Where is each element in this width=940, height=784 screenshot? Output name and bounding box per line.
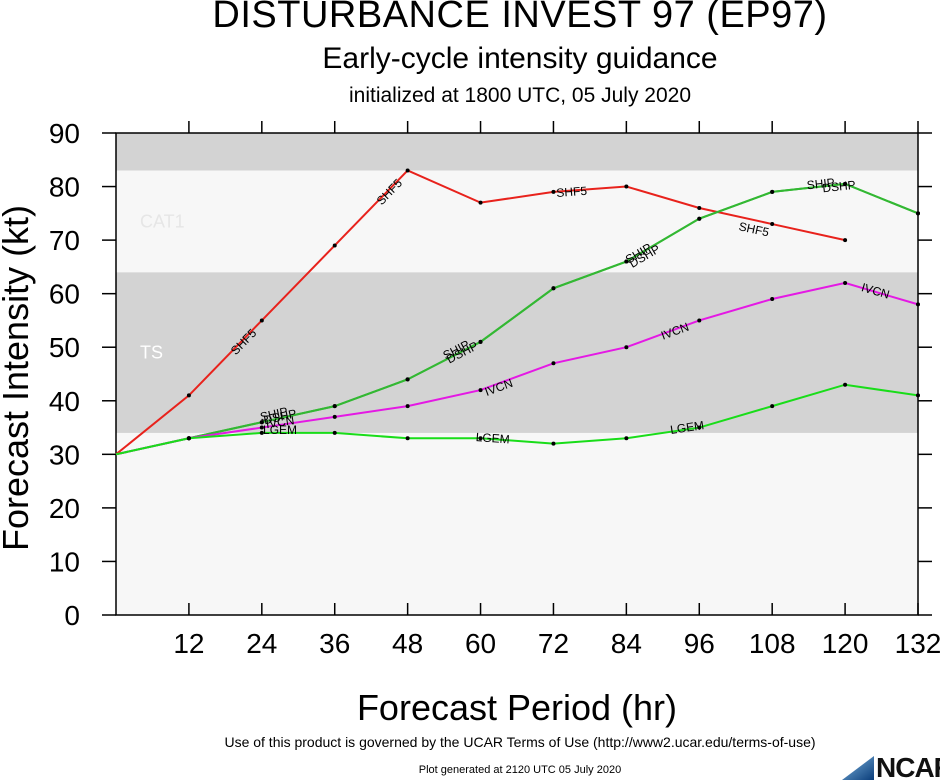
data-point-ivcn [624, 345, 629, 350]
y-axis-label: Forecast Intensity (kt) [0, 205, 36, 551]
data-point-lgem [186, 436, 191, 441]
y-tick-label: 70 [49, 225, 80, 256]
data-point-shf5 [770, 222, 775, 227]
data-point-ship [405, 377, 410, 382]
data-point-shf5 [843, 238, 848, 243]
data-point-ship [332, 404, 337, 409]
x-tick-label: 108 [749, 628, 796, 659]
y-tick-label: 10 [49, 546, 80, 577]
data-point-lgem [332, 430, 337, 435]
data-point-lgem [697, 425, 702, 430]
y-tick-label: 0 [64, 600, 80, 631]
chart-title: DISTURBANCE INVEST 97 (EP97) [212, 0, 828, 36]
band-cat2 [116, 133, 918, 171]
x-tick-label: 48 [392, 628, 423, 659]
generated-time: Plot generated at 2120 UTC 05 July 2020 [418, 764, 622, 776]
series-label-ship: SHIP [259, 404, 289, 424]
data-point-lgem [478, 436, 483, 441]
data-point-lgem [916, 393, 920, 398]
series-label-lgem: LGEM [669, 418, 705, 437]
chart-subtitle: Early-cycle intensity guidance [322, 42, 718, 75]
series-line-ivcn [115, 281, 919, 456]
intensity-bands: TS CAT1 CAT2 [116, 105, 918, 615]
data-point-shf5 [186, 393, 191, 398]
data-point-ivcn [259, 425, 264, 430]
series-label-ship: SHIP [806, 175, 835, 192]
terms-of-use: Use of this product is governed by the U… [224, 734, 816, 750]
data-point-ship [624, 259, 629, 264]
data-point-shf5 [624, 184, 629, 189]
x-tick-label: 36 [319, 628, 350, 659]
series-line-lgem [115, 383, 919, 456]
series-label-shf5: SHF5 [737, 219, 770, 239]
band-label-cat1: CAT1 [140, 211, 185, 231]
band-ts [116, 272, 918, 433]
data-point-ship [697, 216, 702, 221]
series-line-ship [115, 182, 919, 456]
series-label-lgem: LGEM [475, 430, 510, 446]
plot-frame [115, 132, 919, 616]
x-axis-label: Forecast Period (hr) [357, 687, 677, 728]
ncar-logo-icon [842, 756, 874, 780]
data-point-lgem [405, 436, 410, 441]
data-point-lgem [843, 382, 848, 387]
data-point-ship [259, 420, 264, 425]
data-point-ship [843, 181, 848, 186]
y-tick-label: 20 [49, 493, 80, 524]
data-point-lgem [624, 436, 629, 441]
ncar-logo-text: NCAR [876, 752, 940, 783]
data-point-ship [770, 189, 775, 194]
initialization-time: initialized at 1800 UTC, 05 July 2020 [348, 84, 692, 107]
y-tick-label: 50 [49, 332, 80, 363]
y-tick-label: 30 [49, 439, 80, 470]
data-point-lgem [770, 404, 775, 409]
data-point-ivcn [551, 361, 556, 366]
x-tick-label: 120 [822, 628, 869, 659]
data-point-ship [916, 211, 920, 216]
data-point-ivcn [332, 414, 337, 419]
data-point-shf5 [478, 200, 483, 205]
series-label-dshp: DSHP [822, 178, 857, 196]
data-point-shf5 [332, 243, 337, 248]
data-point-shf5 [259, 318, 264, 323]
data-point-ivcn [843, 280, 848, 285]
x-tick-label: 132 [895, 628, 940, 659]
data-point-ivcn [916, 302, 920, 307]
data-point-ship [478, 339, 483, 344]
y-tick-label: 80 [49, 172, 80, 203]
data-point-ivcn [770, 297, 775, 302]
x-tick-label: 24 [246, 628, 277, 659]
data-point-lgem [551, 441, 556, 446]
data-point-shf5 [697, 205, 702, 210]
y-tick-label: 90 [49, 118, 80, 149]
data-point-ivcn [478, 388, 483, 393]
data-point-ivcn [405, 404, 410, 409]
band-label-ts: TS [140, 343, 163, 363]
data-point-lgem [259, 430, 264, 435]
series-label-shf5: SHF5 [556, 184, 588, 200]
y-tick-label: 40 [49, 386, 80, 417]
x-tick-label: 72 [538, 628, 569, 659]
band-label-cat2: CAT2 [140, 105, 185, 125]
data-point-shf5 [405, 168, 410, 173]
x-tick-label: 84 [611, 628, 642, 659]
x-tick-label: 12 [173, 628, 204, 659]
chart-axes: 12 24 36 48 60 72 84 96 108 120 132 0 10 20 30 40 50 60 70… [49, 118, 940, 659]
series-label-dshp: DSHP [262, 406, 298, 427]
data-point-ship [551, 286, 556, 291]
series-label-ivcn: IVCN [265, 413, 295, 431]
band-cat1 [116, 170, 918, 273]
y-tick-label: 60 [49, 279, 80, 310]
series-points [186, 168, 920, 446]
data-point-ivcn [697, 318, 702, 323]
x-tick-label: 96 [684, 628, 715, 659]
x-tick-label: 60 [465, 628, 496, 659]
data-point-shf5 [551, 189, 556, 194]
series-label-lgem: LGEM [263, 423, 297, 437]
